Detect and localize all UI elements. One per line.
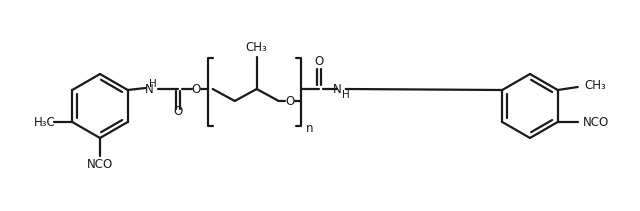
Text: H: H [149, 79, 157, 89]
Text: NCO: NCO [87, 157, 113, 170]
Text: NCO: NCO [582, 115, 609, 128]
Text: N: N [333, 83, 342, 96]
Text: H: H [342, 90, 349, 100]
Text: CH₃: CH₃ [585, 78, 607, 92]
Text: O: O [314, 54, 323, 68]
Text: N: N [145, 83, 154, 96]
Text: O: O [285, 95, 294, 107]
Text: O: O [191, 83, 200, 96]
Text: n: n [306, 122, 314, 134]
Text: CH₃: CH₃ [246, 41, 268, 54]
Text: O: O [173, 104, 182, 118]
Text: H₃C: H₃C [33, 115, 55, 128]
